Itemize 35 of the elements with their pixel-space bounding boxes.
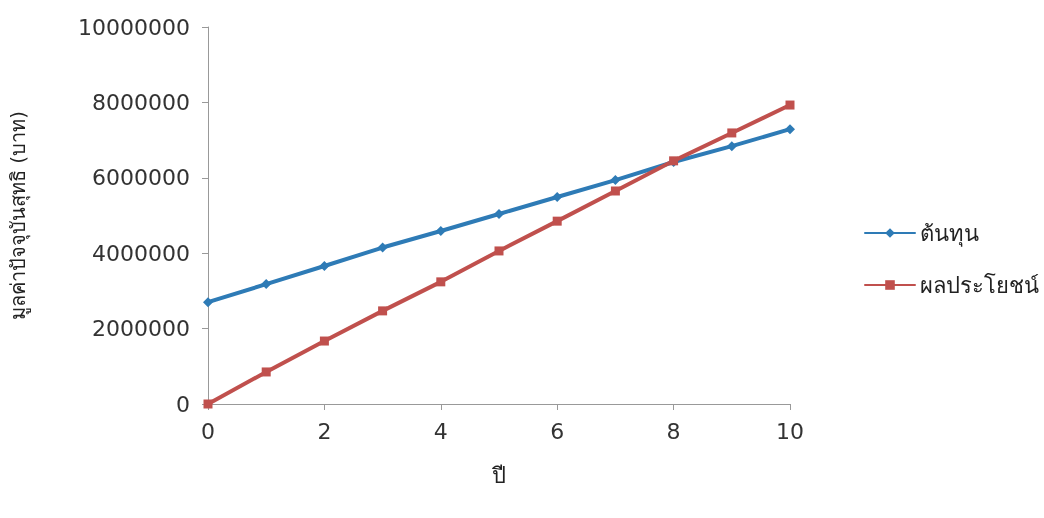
point [726, 141, 737, 152]
point [319, 336, 329, 346]
y-tick-label: 0 [176, 391, 190, 417]
y-tick-label: 10000000 [78, 14, 190, 40]
point [610, 175, 621, 186]
x-tick-label: 4 [433, 418, 448, 444]
y-axis-title: มูลค่าปัจจุบันสุทธิ (บาท) [6, 111, 31, 320]
point [435, 225, 446, 236]
x-tick-label: 0 [201, 418, 215, 444]
x-axis-title: ปี [491, 462, 506, 488]
point [377, 242, 388, 253]
point [436, 277, 446, 287]
point [727, 128, 737, 138]
point [494, 246, 504, 256]
point [319, 261, 330, 272]
point [203, 297, 213, 308]
legend-label: ผลประโยชน์ [920, 272, 1039, 298]
point [552, 216, 562, 226]
x-tick-label: 2 [317, 418, 332, 444]
point [261, 279, 272, 290]
point [552, 192, 563, 203]
y-tick-label: 2000000 [92, 316, 190, 342]
legend-label: ต้นทุน [920, 220, 979, 247]
point [610, 186, 620, 196]
x-tick-label: 10 [776, 418, 804, 444]
point [378, 306, 388, 316]
y-tick-label: 8000000 [92, 89, 190, 115]
point [261, 367, 271, 377]
y-tick-label: 6000000 [92, 165, 190, 191]
x-tick-label: 6 [550, 418, 565, 444]
point [785, 100, 795, 110]
y-tick-label: 4000000 [92, 240, 190, 266]
point [494, 208, 504, 219]
point [785, 124, 795, 135]
x-tick-label: 8 [666, 418, 681, 444]
